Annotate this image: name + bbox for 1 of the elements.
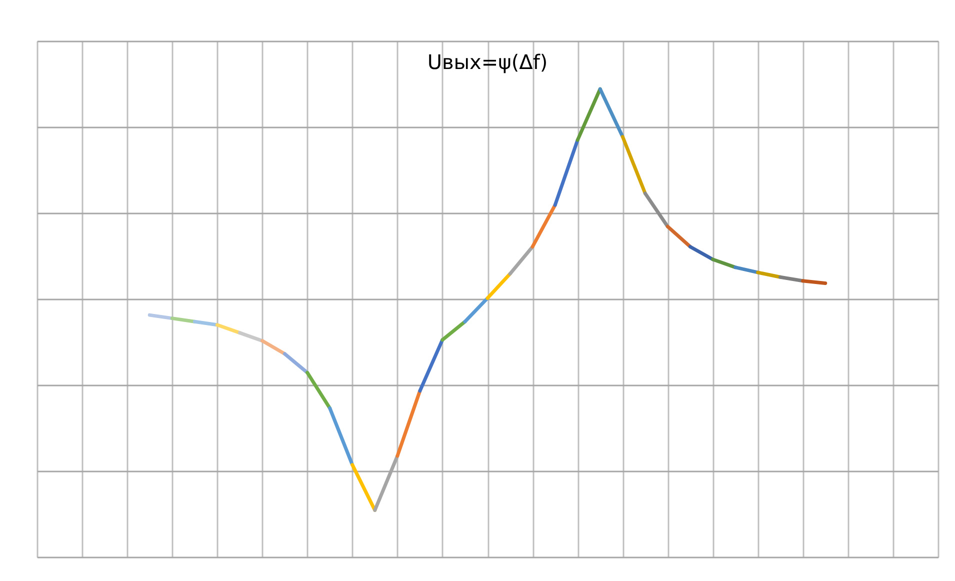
chart-title: Uвых=ψ(Δf)	[427, 50, 548, 74]
